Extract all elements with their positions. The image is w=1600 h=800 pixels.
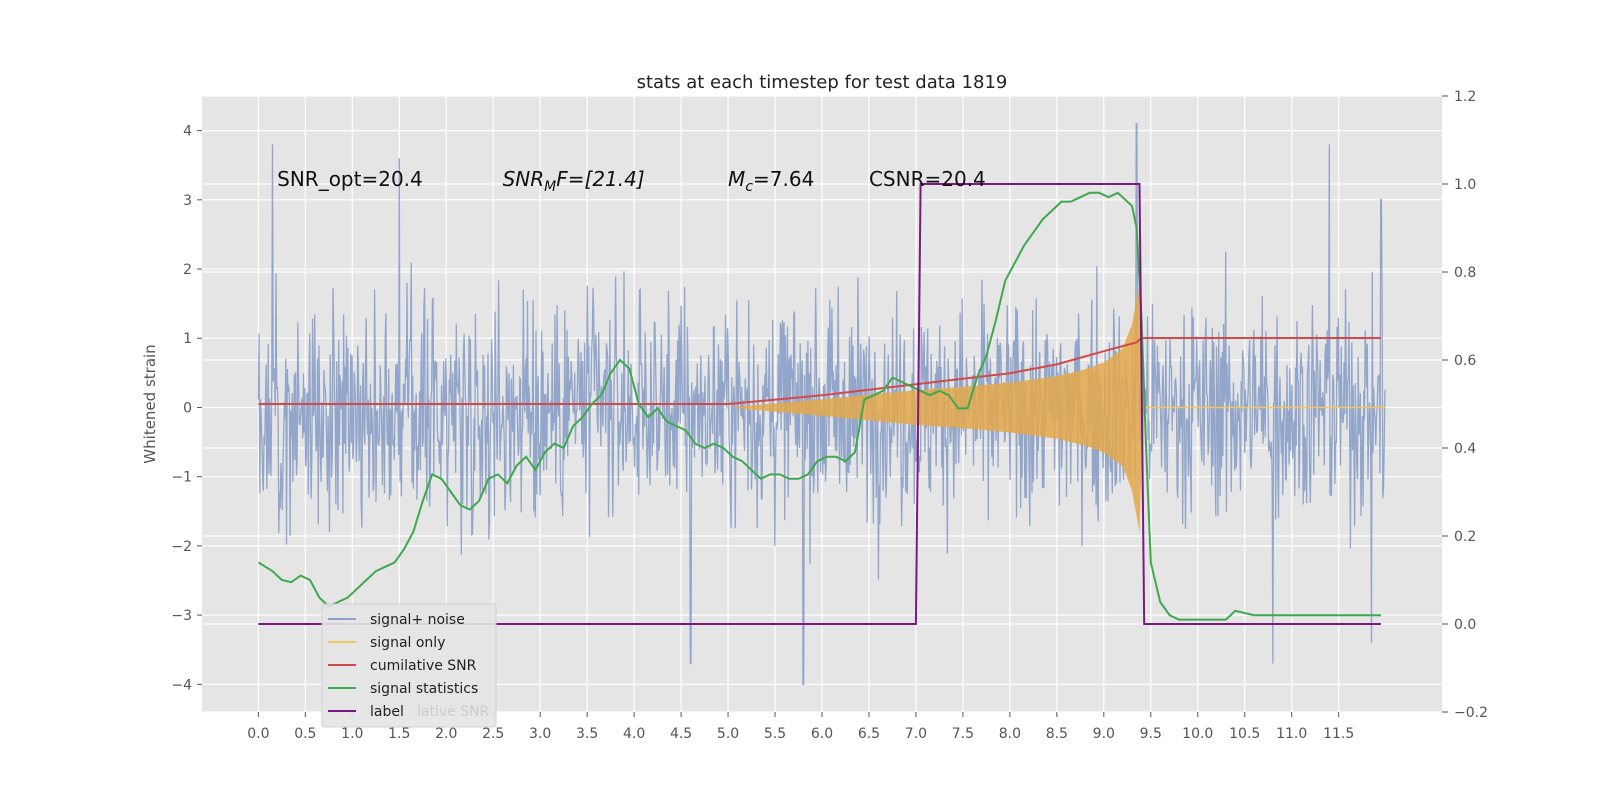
annotation-main: SNR	[503, 167, 545, 191]
x-tick-label-16: 8.0	[999, 726, 1021, 742]
annotation-3: CSNR=20.4	[869, 167, 986, 191]
y-left-tick-label-0: 4	[183, 124, 192, 140]
cumulative-snr-line	[258, 337, 1381, 405]
legend-box	[321, 603, 497, 728]
x-tick-label-21: 10.5	[1229, 726, 1260, 742]
x-tick-label-23: 11.5	[1323, 726, 1354, 742]
x-tick-label-12: 6.0	[811, 726, 833, 742]
legend-ghost-text: lative SNR	[417, 704, 490, 720]
y-left-tick-label-3: 1	[183, 331, 192, 347]
y-right-tick-label-5: 0.2	[1454, 529, 1476, 545]
x-tick-label-0: 0.0	[247, 726, 269, 742]
x-tick-label-9: 4.5	[670, 726, 692, 742]
signal-only-envelope	[728, 282, 1144, 532]
signal-statistics-line	[257, 191, 1381, 621]
chart-title: stats at each timestep for test data 181…	[637, 72, 1008, 93]
annotation-1: SNRMF=[21.4]	[503, 167, 645, 195]
x-tick-label-11: 5.5	[764, 726, 786, 742]
x-tick-label-7: 3.5	[576, 726, 598, 742]
legend-label-2: cumilative SNR	[370, 658, 477, 674]
x-tick-label-4: 2.0	[435, 726, 457, 742]
x-tick-label-18: 9.0	[1093, 726, 1115, 742]
annotation-0: SNR_opt=20.4	[277, 167, 423, 191]
axis-ticks: 0.0 0.5 1.0 1.5 2.0 2.5 3.0 3.5 4.0 4.5 5.0 5.5 6.0 6…	[171, 89, 1488, 742]
annotations: SNR_opt=20.4 SNRMF=[21.4] Mc=7.64 CSNR=20.4	[277, 167, 986, 195]
series-lines	[257, 183, 1381, 625]
x-tick-label-1: 0.5	[294, 726, 316, 742]
annotation-main: M	[728, 167, 745, 191]
y-left-tick-label-4: 0	[183, 400, 192, 416]
y-right-tick-label-6: 0.0	[1454, 617, 1476, 633]
label-line	[258, 183, 1381, 625]
legend-label-0: signal+ noise	[370, 612, 465, 628]
x-tick-label-10: 5.0	[717, 726, 739, 742]
y-right-tick-label-3: 0.6	[1454, 353, 1476, 369]
x-tick-label-5: 2.5	[482, 726, 504, 742]
annotation-subscript: c	[745, 179, 753, 195]
x-tick-label-3: 1.5	[388, 726, 410, 742]
x-tick-label-6: 3.0	[529, 726, 551, 742]
y-left-tick-label-2: 2	[183, 262, 192, 278]
y-axis-label-left: Whitened strain	[141, 344, 159, 463]
x-tick-label-15: 7.5	[952, 726, 974, 742]
y-right-tick-label-7: −0.2	[1454, 705, 1488, 721]
series-signal-only	[728, 282, 1386, 532]
legend-label-3: signal statistics	[370, 681, 478, 697]
x-tick-label-13: 6.5	[858, 726, 880, 742]
y-left-tick-label-1: 3	[183, 193, 192, 209]
annotation-2: Mc=7.64	[728, 167, 814, 195]
legend-label-1: signal only	[370, 635, 445, 651]
x-tick-label-14: 7.0	[905, 726, 927, 742]
x-tick-label-8: 4.0	[623, 726, 645, 742]
annotation-rest: F=[21.4]	[556, 167, 644, 191]
y-left-tick-label-8: −4	[171, 677, 192, 693]
x-tick-label-20: 10.0	[1182, 726, 1213, 742]
x-tick-label-17: 8.5	[1046, 726, 1068, 742]
y-right-tick-label-1: 1.0	[1454, 177, 1476, 193]
y-left-tick-label-7: −3	[171, 608, 192, 624]
y-left-tick-label-6: −2	[171, 539, 192, 555]
legend-label-4: label	[370, 704, 404, 720]
y-right-tick-label-4: 0.4	[1454, 441, 1476, 457]
annotation-rest: =7.64	[753, 167, 814, 191]
y-left-tick-label-5: −1	[171, 470, 192, 486]
legend: signal+ noise signal only cumilative SNR si…	[321, 603, 497, 728]
annotation-subscript: M	[544, 179, 556, 195]
y-right-tick-label-2: 0.8	[1454, 265, 1476, 281]
x-tick-label-19: 9.5	[1140, 726, 1162, 742]
x-tick-label-22: 11.0	[1276, 726, 1307, 742]
x-tick-label-2: 1.0	[341, 726, 363, 742]
y-right-tick-label-0: 1.2	[1454, 89, 1476, 105]
